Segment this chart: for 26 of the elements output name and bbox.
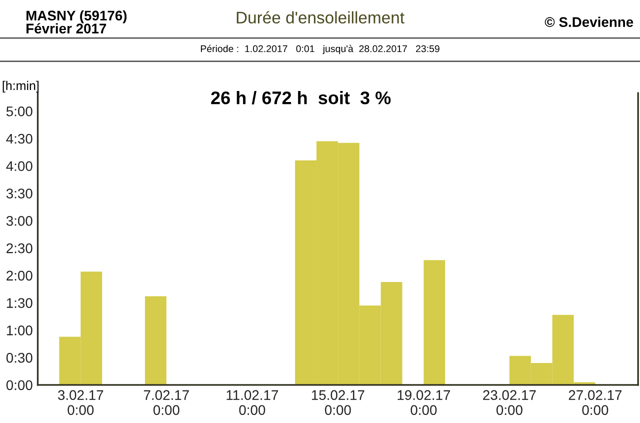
x-tick-label: 15.02.17 0:00 <box>312 390 364 415</box>
y-tick-label: 4:00 <box>6 161 32 172</box>
y-tick-label: 3:00 <box>6 216 32 226</box>
y-tick-label: 0:00 <box>6 380 32 390</box>
y-tick-label: 1:30 <box>6 298 32 308</box>
bar <box>144 296 166 385</box>
y-tick-label: 0:30 <box>6 352 32 363</box>
bar <box>424 260 446 385</box>
text: © S.Devienne <box>544 16 634 27</box>
y-tick-label: 5:00 <box>6 106 32 116</box>
x-tick-label: 23.02.17 0:00 <box>483 390 536 415</box>
y-tick-label: 1:00 <box>6 326 32 336</box>
x-tick-label: 27.02.17 0:00 <box>568 390 622 415</box>
y-tick-label: 3:30 <box>6 188 32 198</box>
annotation: 26 h / 672 h soit 3 % <box>211 90 391 104</box>
y-axis-title: [h:min] <box>2 80 39 93</box>
x-tick-label: 3.02.17 0:00 <box>58 390 104 415</box>
chart-subtitle: Période : 1.02.2017 0:01 jusqu'à 28.02.2017 23:59 <box>200 44 440 54</box>
y-tick-label: 2:00 <box>6 270 32 281</box>
chart-title: Durée d'ensoleillement <box>236 11 404 24</box>
x-tick-label: 7.02.17 0:00 <box>144 390 189 415</box>
x-tick-label: 11.02.17 0:00 <box>226 390 278 415</box>
y-tick-label: 4:30 <box>6 134 32 144</box>
text: MASNY (59176) Février 2017 <box>26 10 127 34</box>
y-tick-label: 2:30 <box>6 243 32 254</box>
x-tick-label: 19.02.17 0:00 <box>398 390 450 415</box>
